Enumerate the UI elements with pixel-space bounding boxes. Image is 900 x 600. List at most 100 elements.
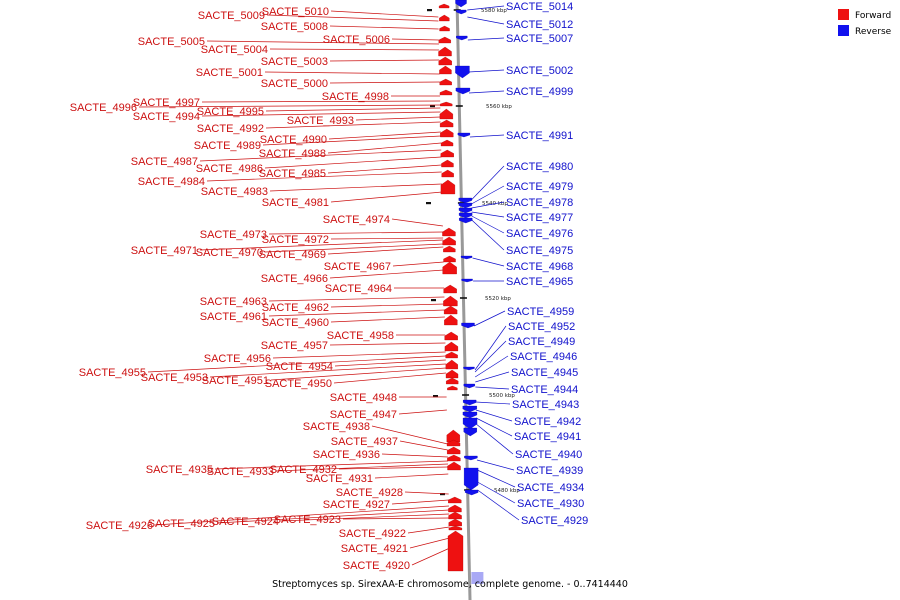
reverse-gene-label: SACTE_4979 [506,181,573,193]
forward-leader-line [391,38,439,41]
forward-leader-line [407,526,450,534]
forward-gene-3 [438,36,451,44]
reverse-gene-9 [458,212,473,219]
forward-gene-label: SACTE_4920 [343,560,410,572]
reverse-gene-label: SACTE_4940 [515,449,582,461]
reverse-leader-line [471,219,505,251]
reverse-leader-line [474,355,509,378]
reverse-gene-14 [463,366,475,371]
forward-gene-11 [439,119,454,128]
tick-marker [427,9,432,12]
scale-tick-label: 5560 kbp [486,104,512,110]
legend-forward-label: Forward [855,11,891,21]
forward-leader-line [264,71,440,75]
forward-leader-line [268,296,445,302]
forward-gene-label: SACTE_4964 [325,283,392,295]
scale-tick-label: 5580 kbp [481,8,507,14]
reverse-leader-line [474,325,507,371]
reverse-leader-line [471,185,505,205]
forward-gene-5 [438,56,452,66]
reverse-gene-label: SACTE_4999 [506,86,573,98]
forward-gene-21 [443,255,456,263]
forward-gene-33 [447,385,458,391]
reverse-leader-line [471,165,505,201]
forward-leader-line [216,509,450,524]
forward-gene-41 [448,511,462,520]
forward-leader-line [404,491,449,495]
scale-tick-label: 5540 kbp [482,201,508,207]
forward-leader-line [138,104,441,108]
forward-gene-label: SACTE_4988 [259,148,326,160]
forward-leader-line [371,425,448,445]
forward-leader-line [206,171,442,182]
reverse-gene-19 [462,417,478,430]
forward-leader-line [329,269,444,279]
reverse-gene-13 [461,322,475,329]
forward-gene-label: SACTE_4932 [270,464,337,476]
forward-gene-label: SACTE_4931 [306,473,373,485]
forward-leader-line [329,342,446,346]
forward-gene-label: SACTE_4954 [266,361,333,373]
forward-gene-9 [440,101,453,107]
forward-gene-27 [444,331,458,341]
reverse-gene-label: SACTE_4952 [508,321,575,333]
forward-gene-label: SACTE_4925 [148,518,215,530]
forward-gene-label: SACTE_4933 [207,466,274,478]
forward-leader-line [275,463,449,472]
forward-gene-label: SACTE_4951 [202,375,269,387]
forward-gene-label: SACTE_4955 [79,367,146,379]
forward-gene-10 [439,108,454,120]
reverse-gene-16 [463,399,477,406]
tick-marker [433,395,438,398]
gene-features [438,0,484,584]
forward-gene-label: SACTE_4961 [200,311,267,323]
forward-gene-label: SACTE_4990 [260,134,327,146]
forward-gene-label: SACTE_4973 [200,229,267,241]
forward-gene-label: SACTE_4981 [262,197,329,209]
reverse-leader-line [472,257,505,267]
reverse-gene-3 [455,65,470,79]
forward-gene-19 [442,236,456,246]
forward-gene-2 [439,25,450,32]
forward-leader-line [374,473,449,479]
forward-gene-label: SACTE_5001 [196,67,263,79]
forward-gene-label: SACTE_4927 [323,499,390,511]
reverse-leader-line [475,423,514,455]
forward-leader-line [398,409,447,415]
forward-gene-label: SACTE_5004 [201,44,268,56]
forward-leader-line [147,355,446,373]
legend: Forward Reverse [838,9,892,37]
forward-gene-label: SACTE_4924 [212,516,279,528]
forward-gene-label: SACTE_5009 [198,10,265,22]
forward-gene-40 [448,504,462,513]
forward-leader-line [330,10,439,18]
forward-gene-label: SACTE_4947 [330,409,397,421]
forward-gene-label: SACTE_5005 [138,36,205,48]
forward-gene-label: SACTE_4958 [327,330,394,342]
reverse-gene-4 [455,87,471,95]
forward-leader-line [334,359,446,367]
forward-gene-label: SACTE_4950 [265,378,332,390]
reverse-gene-8 [458,207,473,214]
reverse-leader-line [477,481,516,504]
reverse-gene-pale [471,572,484,584]
forward-gene-17 [440,179,456,195]
forward-gene-14 [440,149,454,158]
forward-leader-line [392,261,444,267]
forward-leader-line [329,25,439,30]
forward-gene-label: SACTE_4956 [204,353,271,365]
forward-leader-line [265,121,441,129]
forward-gene-label: SACTE_4962 [262,302,329,314]
forward-leader-line [199,149,442,162]
forward-gene-20 [443,245,456,253]
forward-gene-label: SACTE_4969 [259,249,326,261]
reverse-gene-label: SACTE_4977 [506,212,573,224]
forward-gene-23 [443,284,457,294]
forward-leader-line [338,466,449,470]
forward-leader-line [262,135,441,146]
gene-labels: SACTE_5010SACTE_5009SACTE_5008SACTE_5006… [70,1,589,572]
forward-leader-line [268,309,445,317]
forward-leader-line [330,316,445,323]
forward-leader-line [411,547,451,566]
forward-leader-line [264,156,442,169]
